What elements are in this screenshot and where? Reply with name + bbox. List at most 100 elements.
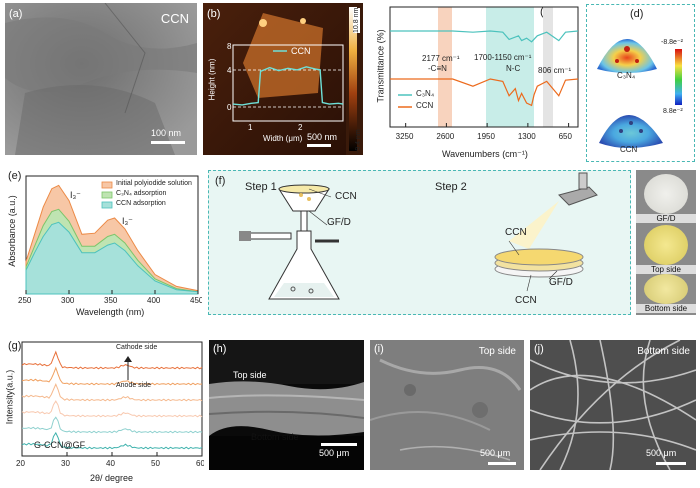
panel-f-schematic: (f) Step 1 Step 2 CCN GF/D CCN GF/D CCN <box>208 170 631 315</box>
step2-ccn-top: CCN <box>505 227 527 238</box>
sem-bottom-label: Bottom side <box>251 432 299 442</box>
xrd-line-0 <box>21 350 203 370</box>
photo-gfd-label: GF/D <box>636 214 696 223</box>
ftir-xtick-label: 650 <box>558 132 572 141</box>
scale-bar-label: 100 nm <box>151 128 182 138</box>
xrd-line-1 <box>21 366 203 386</box>
uv-xtick-label: 450 <box>190 296 202 305</box>
uv-legend-initial: Initial polyiodide solution <box>116 180 192 187</box>
sem-i-scale-label: 500 μm <box>480 448 511 458</box>
afm-ytick-8: 8 <box>227 42 232 51</box>
photo-top-disc <box>644 225 688 265</box>
ftir-ann-cn-triple: -C≡N <box>428 64 447 73</box>
ftir-chart <box>389 6 579 128</box>
step-2-label: Step 2 <box>435 181 467 193</box>
panel-f-label: (f) <box>215 175 226 187</box>
ftir-legend-c3n4: C₃N₄ <box>416 89 435 98</box>
photo-top-label: Top side <box>636 265 696 274</box>
xrd-line-3 <box>21 400 203 418</box>
uv-peak-1: I₃⁻ <box>70 190 81 200</box>
xrd-xtick-label: 50 <box>151 459 160 468</box>
cbar-max: 10.8 nm <box>353 7 360 33</box>
xrd-xtick-label: 60 <box>196 459 204 468</box>
ftir-xtick-label: 3250 <box>395 132 414 141</box>
ftir-ann-806: 806 cm⁻¹ <box>538 66 572 75</box>
sem-cross-section <box>209 340 364 470</box>
sem-top-image <box>370 340 524 470</box>
afm-scale-label: 500 nm <box>307 132 338 142</box>
ftir-xtick-label: 2600 <box>436 132 455 141</box>
uvvis-chart <box>25 175 199 295</box>
esp-ccn-label: CCN <box>620 145 638 154</box>
uv-legend-ccn: CCN adsorption <box>116 200 166 207</box>
xrd-sample-label: G-CCN@GF <box>34 440 86 450</box>
ftir-ylabel: Transmittance (%) <box>375 29 386 103</box>
panel-j-label: (j) <box>534 343 544 355</box>
panel-b-label: (b) <box>207 8 221 20</box>
step2-ccn-bottom: CCN <box>515 295 537 306</box>
afm-ylabel: Height (nm) <box>207 58 217 101</box>
photo-bottom-disc <box>644 274 688 304</box>
esp-maps <box>597 39 682 148</box>
panel-g-xrd: (g) Cathode side Anode side G-CCN@GF Int… <box>4 340 204 486</box>
ftir-ann-2177: 2177 cm⁻¹ <box>422 54 460 63</box>
step2-gfd-label: GF/D <box>549 277 573 288</box>
esp-c3n4-label: C₃N₄ <box>617 71 636 80</box>
step-1-label: Step 1 <box>245 181 277 193</box>
sem-top-label: Top side <box>233 370 267 380</box>
panel-d-label: (d) <box>630 8 644 20</box>
cbar-min: -9.4 nm <box>355 129 362 153</box>
afm-xtick-2: 2 <box>298 123 303 132</box>
sem-j-scale-label: 500 μm <box>646 448 677 458</box>
scale-bar <box>151 141 185 144</box>
xrd-line-4 <box>21 416 203 434</box>
xrd-chart <box>21 341 203 457</box>
ftir-xlabel: Wavenumbers (cm⁻¹) <box>442 149 528 159</box>
ftir-ann-1700: 1700-1150 cm⁻¹ <box>474 53 532 62</box>
xrd-ylabel: Intensity(a.u.) <box>4 369 15 425</box>
sem-h-scale-bar <box>321 443 357 446</box>
panel-i-sem: (i) Top side 500 μm <box>370 340 524 470</box>
sem-j-side-label: Bottom side <box>637 346 690 357</box>
uv-xlabel: Wavelength (nm) <box>76 307 145 317</box>
uv-xtick-label: 350 <box>104 296 118 305</box>
panel-d-esp: (d) C₃N₄ CCN -8.8e⁻² 8.8e⁻² <box>586 4 695 162</box>
xrd-xlabel: 2θ/ degree <box>90 473 134 483</box>
sem-bottom-image <box>530 340 696 470</box>
uv-legend-c3n4: C₃N₄ adsorption <box>116 190 167 197</box>
ftir-ann-nc: N-C <box>506 64 521 73</box>
tem-texture <box>5 3 197 155</box>
afm-xlabel: Width (μm) <box>263 134 303 143</box>
step1-ccn-label: CCN <box>335 191 357 202</box>
uv-ylabel: Absorbance (a.u.) <box>6 195 17 267</box>
panel-g-label: (g) <box>8 340 22 352</box>
afm-ytick-0: 0 <box>227 103 232 112</box>
xrd-cathode-label: Cathode side <box>116 344 158 351</box>
ftir-xtick-label: 1950 <box>477 132 495 141</box>
step1-gfd-label: GF/D <box>327 217 351 228</box>
panel-e-label: (e) <box>8 170 22 182</box>
afm-xtick-1: 1 <box>248 123 253 132</box>
panel-h-label: (h) <box>213 343 227 355</box>
xrd-anode-label: Anode side <box>116 382 152 389</box>
afm-profile-line <box>232 66 344 106</box>
panel-a-tem: (a) CCN 100 nm <box>5 3 197 155</box>
sem-i-side-label: Top side <box>478 346 516 357</box>
afm-image <box>203 3 357 155</box>
uv-xtick-label: 300 <box>61 296 75 305</box>
uv-ccn-area <box>25 221 199 295</box>
xrd-xtick-label: 40 <box>106 459 115 468</box>
panel-j-sem: (j) Bottom side 500 μm <box>530 340 696 470</box>
panel-a-label: (a) <box>9 8 23 20</box>
ftir-legend-ccn: CCN <box>416 101 434 110</box>
xrd-xtick-label: 20 <box>16 459 25 468</box>
uv-xtick-label: 250 <box>18 296 32 305</box>
panel-photos: GF/D Top side Bottom side <box>636 170 696 315</box>
esp-cbar-bottom: 8.8e⁻² <box>663 108 683 115</box>
esp-cbar-top: -8.8e⁻² <box>661 39 683 46</box>
xrd-line-5 <box>21 431 203 450</box>
panel-b-afm: (b) CCN 8 4 0 1 2 Width (μm) Height (nm)… <box>203 3 363 155</box>
schematic-drawing <box>239 172 598 300</box>
ftir-ccn-line <box>390 78 579 107</box>
sem-j-scale-bar <box>656 462 686 465</box>
